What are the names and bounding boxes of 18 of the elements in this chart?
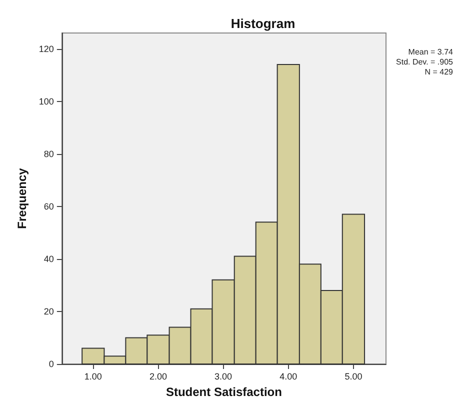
x-tick-label: 3.00 — [214, 372, 232, 382]
y-axis-title: Frequency — [15, 168, 29, 229]
y-tick-label: 60 — [44, 201, 54, 212]
chart-title: Histogram — [230, 16, 296, 31]
x-tick-label: 2.00 — [149, 372, 167, 382]
x-axis-title: Student Satisfaction — [166, 385, 282, 399]
y-tick-label: 40 — [44, 254, 54, 264]
y-tick-label: 100 — [38, 96, 54, 106]
text: Std. Dev. = .905 — [396, 58, 454, 66]
x-tick-label: 4.00 — [280, 372, 298, 382]
y-tick-label: 0 — [48, 359, 54, 369]
y-tick-label: 120 — [38, 44, 54, 54]
text: N = 429 — [424, 68, 454, 76]
y-tick-label: 20 — [44, 306, 54, 316]
x-tick-label: 5.00 — [344, 372, 362, 382]
y-tick-label: 80 — [44, 148, 54, 159]
x-tick-label: 1.00 — [84, 372, 102, 382]
text: Mean = 3.74 — [408, 48, 454, 56]
